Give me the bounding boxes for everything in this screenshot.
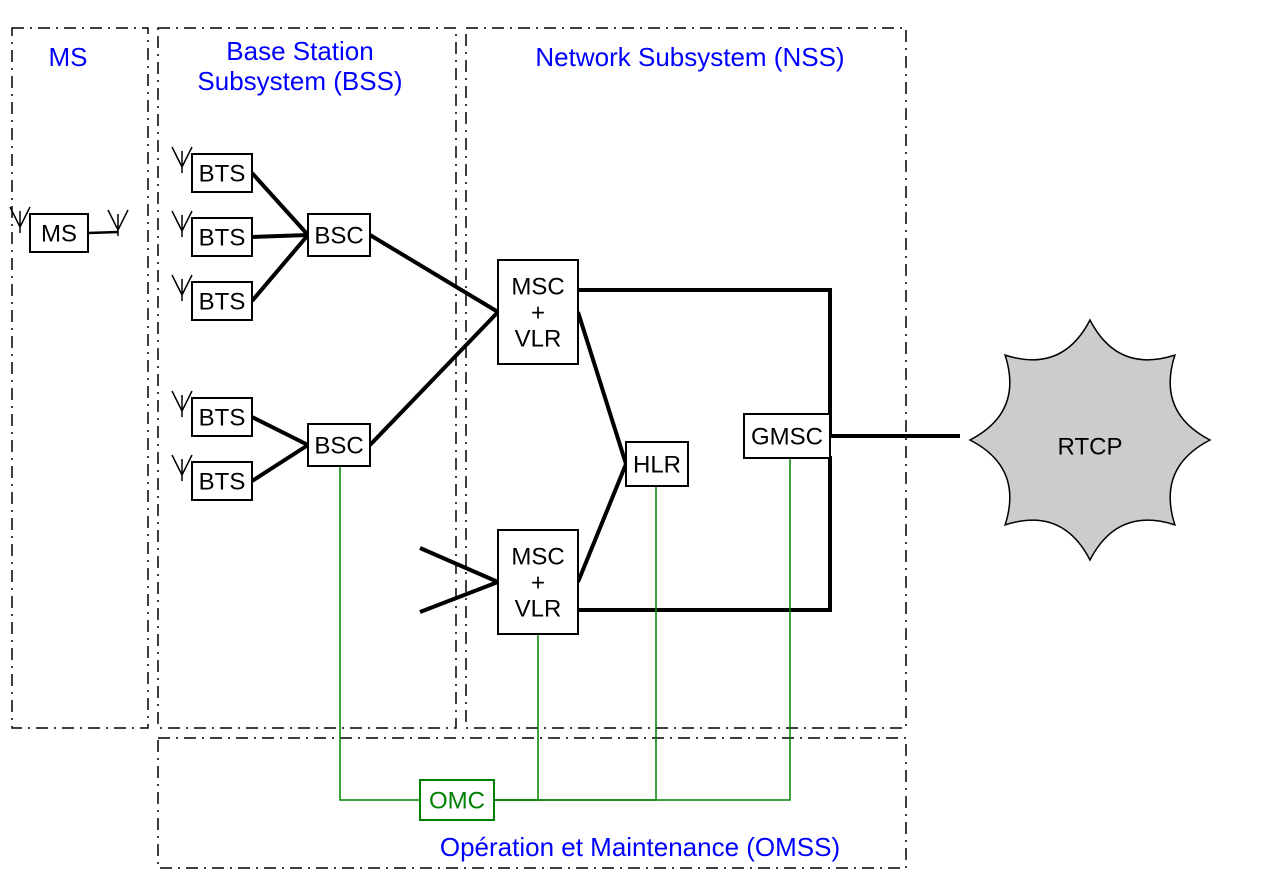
edge-bts3-bsc1 <box>252 235 308 301</box>
edge-bsc1-msc1 <box>370 235 498 312</box>
node-label-bsc2: BSC <box>314 432 363 459</box>
node-label-msc1: + <box>531 299 545 326</box>
node-label-gmsc-top: GMSC <box>751 423 823 450</box>
node-label-msc2: VLR <box>515 595 562 622</box>
gsm-architecture-diagram: MS Base StationSubsystem (BSS) Network Sub… <box>0 0 1280 888</box>
node-label-bts4: BTS <box>199 404 246 431</box>
antenna-icon <box>172 391 192 417</box>
node-label-msc2: MSC <box>511 543 564 570</box>
edge-msc2-hlr <box>578 464 626 582</box>
node-label-msc2: + <box>531 569 545 596</box>
node-label-hlr: HLR <box>633 451 681 478</box>
node-label-omc: OMC <box>429 787 485 814</box>
region-label-bss: Base Station <box>226 36 373 66</box>
node-label-ms1: MS <box>41 220 77 247</box>
edge-omc-0 <box>340 466 420 800</box>
antenna-icon <box>172 455 192 481</box>
ms-antenna-link <box>88 232 118 233</box>
antenna-icon <box>172 211 192 237</box>
edge-open-msc2-b <box>420 582 498 612</box>
node-label-bts5: BTS <box>199 468 246 495</box>
edge-bts1-bsc1 <box>252 173 308 235</box>
region-label-omss: Opération et Maintenance (OMSS) <box>440 832 840 862</box>
antenna-icon <box>172 275 192 301</box>
edge-bts4-bsc2 <box>252 417 308 445</box>
rtcp-label: RTCP <box>1058 433 1123 460</box>
node-label-msc1: VLR <box>515 325 562 352</box>
node-label-bts3: BTS <box>199 288 246 315</box>
antenna-icon <box>10 207 30 233</box>
region-ms <box>12 28 148 728</box>
edge-bts5-bsc2 <box>252 445 308 481</box>
region-label-nss: Network Subsystem (NSS) <box>535 42 844 72</box>
region-bss <box>158 28 456 728</box>
edge-bts2-bsc1 <box>252 235 308 237</box>
edge-open-msc2-a <box>420 548 498 582</box>
edge-omc-1 <box>494 634 538 800</box>
edge-bsc2-msc1 <box>370 312 498 445</box>
node-label-msc1: MSC <box>511 273 564 300</box>
node-label-bsc1: BSC <box>314 222 363 249</box>
region-label-ms: MS <box>49 42 88 72</box>
node-label-bts2: BTS <box>199 224 246 251</box>
region-label-bss: Subsystem (BSS) <box>197 66 402 96</box>
node-label-bts1: BTS <box>199 160 246 187</box>
edge-msc1-hlr <box>578 312 626 464</box>
edge-heavy-1 <box>578 456 830 610</box>
antenna-icon <box>172 147 192 173</box>
